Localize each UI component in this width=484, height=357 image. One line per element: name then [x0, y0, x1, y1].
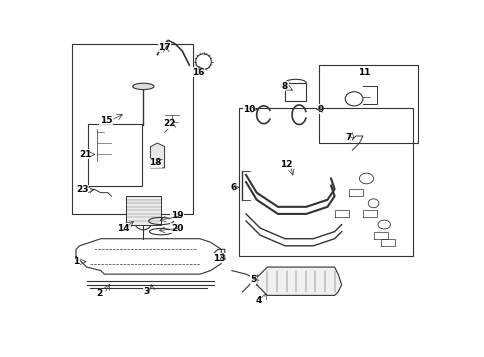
Text: 22: 22: [163, 119, 176, 128]
Text: 7: 7: [345, 133, 351, 142]
Text: 6: 6: [230, 183, 236, 192]
Text: 12: 12: [280, 160, 292, 169]
Text: 16: 16: [192, 68, 204, 77]
Text: 20: 20: [170, 223, 183, 233]
Text: 17: 17: [158, 43, 170, 52]
Text: 11: 11: [358, 68, 370, 77]
Polygon shape: [256, 267, 341, 295]
Text: 15: 15: [100, 116, 112, 125]
Text: 23: 23: [76, 185, 89, 194]
Text: 10: 10: [243, 105, 255, 114]
Polygon shape: [150, 143, 164, 168]
Text: 9: 9: [317, 105, 323, 114]
Text: 13: 13: [213, 254, 225, 263]
Text: 5: 5: [249, 275, 256, 284]
Text: 8: 8: [281, 82, 287, 91]
Text: 21: 21: [79, 150, 91, 159]
Text: 14: 14: [117, 223, 130, 233]
Text: 3: 3: [143, 287, 150, 296]
Text: 18: 18: [149, 158, 162, 167]
Text: 2: 2: [96, 289, 102, 298]
Text: 19: 19: [170, 211, 183, 220]
Ellipse shape: [133, 83, 153, 90]
Text: 1: 1: [73, 257, 79, 266]
Text: 4: 4: [255, 296, 261, 305]
Polygon shape: [125, 196, 161, 225]
